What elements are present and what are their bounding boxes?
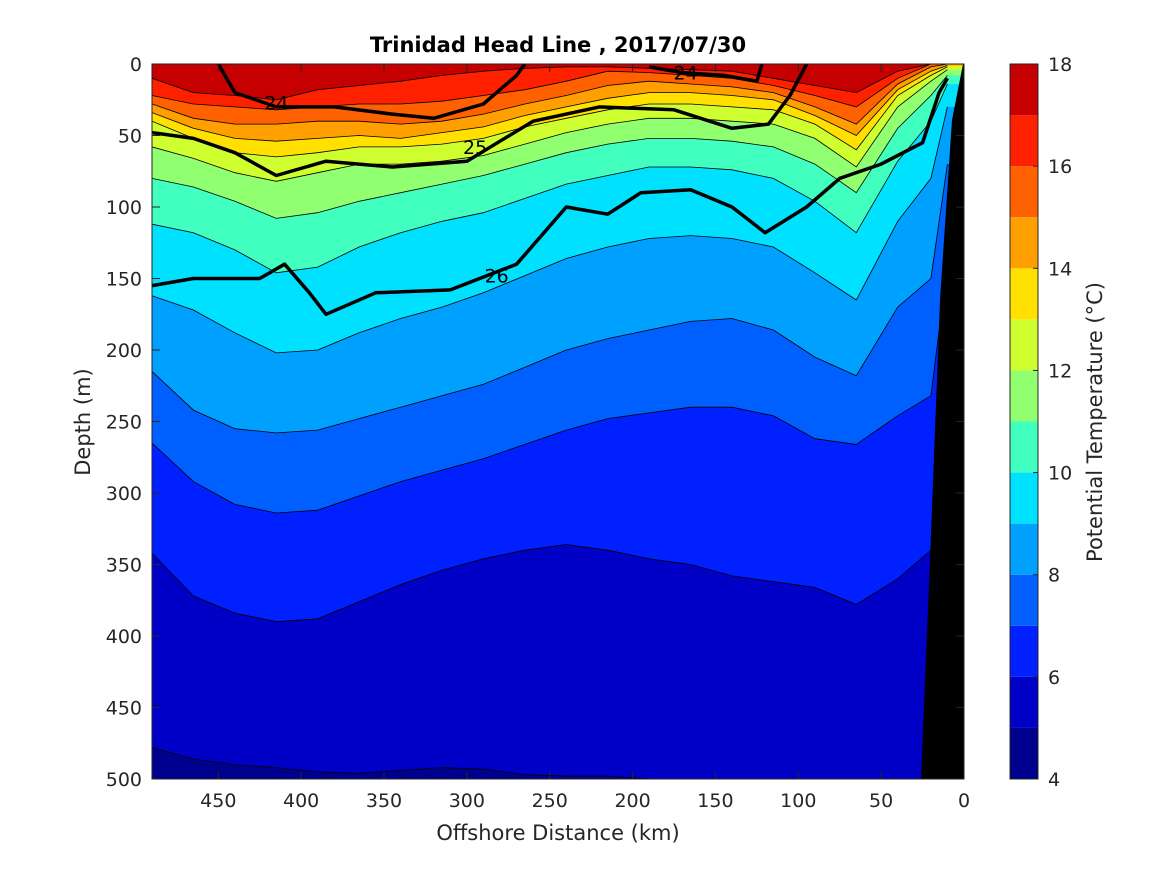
colorbar-segment bbox=[1010, 523, 1038, 575]
colorbar-tick-label: 14 bbox=[1048, 258, 1072, 280]
colorbar-segment bbox=[1010, 370, 1038, 422]
isotherm-line-6 bbox=[152, 435, 948, 623]
colorbar-segment bbox=[1010, 115, 1038, 167]
colorbar-segment bbox=[1010, 574, 1038, 626]
density-contour-25-2 bbox=[152, 64, 809, 178]
y-tick-label: 500 bbox=[106, 769, 142, 791]
colorbar-segment bbox=[1010, 64, 1038, 116]
colorbar-segment bbox=[1010, 625, 1038, 677]
plot-area bbox=[152, 64, 964, 779]
x-tick-label: 50 bbox=[869, 790, 893, 812]
x-tick-label: 200 bbox=[614, 790, 650, 812]
isotherm-line-11 bbox=[152, 75, 948, 219]
y-tick-label: 100 bbox=[106, 197, 142, 219]
colorbar-label: Potential Temperature (°C) bbox=[1083, 282, 1107, 562]
density-contours bbox=[152, 64, 949, 317]
density-contour-label: 25 bbox=[463, 137, 487, 159]
y-tick-label: 350 bbox=[106, 555, 142, 577]
colorbar-tick-label: 18 bbox=[1048, 54, 1072, 76]
x-tick-label: 150 bbox=[697, 790, 733, 812]
x-tick-label: 250 bbox=[532, 790, 568, 812]
colorbar-segment bbox=[1010, 472, 1038, 524]
colorbar-segment bbox=[1010, 676, 1038, 728]
colorbar-segment bbox=[1010, 217, 1038, 269]
x-axis-ticks: 450 400 350 300 250 200 150 100 50 0 bbox=[200, 64, 970, 812]
density-contour-label: 24 bbox=[674, 63, 698, 85]
colorbar-frame bbox=[1009, 63, 1039, 780]
y-tick-label: 200 bbox=[106, 340, 142, 362]
y-tick-label: 0 bbox=[130, 54, 142, 76]
y-tick-label: 300 bbox=[106, 483, 142, 505]
x-tick-label: 350 bbox=[366, 790, 402, 812]
y-tick-label: 250 bbox=[106, 412, 142, 434]
chart-title: Trinidad Head Line , 2017/07/30 bbox=[370, 33, 746, 57]
x-tick-label: 0 bbox=[958, 790, 970, 812]
colorbar-tick-label: 4 bbox=[1048, 769, 1060, 791]
x-tick-label: 100 bbox=[780, 790, 816, 812]
colorbar-tick-label: 10 bbox=[1048, 463, 1072, 485]
isotherm-line-12 bbox=[152, 69, 948, 182]
temperature-fills bbox=[152, 64, 964, 779]
seafloor-shelf bbox=[921, 64, 964, 779]
colorbar-ticks: 4 6 8 10 12 14 16 18 bbox=[1033, 54, 1072, 791]
isotherm-lines bbox=[152, 64, 948, 779]
colorbar-tick-label: 12 bbox=[1048, 360, 1072, 382]
temperature-band-5 bbox=[152, 435, 964, 779]
isotherm-line-13 bbox=[152, 66, 948, 158]
density-contour-label: 26 bbox=[485, 266, 509, 288]
colorbar-tick-label: 6 bbox=[1048, 667, 1060, 689]
colorbar-segment bbox=[1010, 268, 1038, 320]
isotherm-line-16 bbox=[152, 64, 948, 111]
x-tick-label: 450 bbox=[200, 790, 236, 812]
y-tick-label: 400 bbox=[106, 626, 142, 648]
density-contour-24-0 bbox=[216, 64, 527, 121]
colorbar-tick-label: 8 bbox=[1048, 565, 1060, 587]
density-contour-24-1 bbox=[648, 64, 764, 83]
y-axis-label: Depth (m) bbox=[71, 368, 95, 475]
isotherm-line-9 bbox=[152, 106, 948, 354]
x-axis-label: Offshore Distance (km) bbox=[436, 821, 679, 845]
colorbar-tick-label: 16 bbox=[1048, 156, 1072, 178]
isotherm-line-7 bbox=[152, 264, 948, 514]
temperature-band-4 bbox=[152, 747, 964, 779]
isotherm-line-5 bbox=[152, 747, 948, 779]
colorbar-segment bbox=[1010, 166, 1038, 218]
density-contour-label: 24 bbox=[264, 93, 288, 115]
y-tick-label: 150 bbox=[106, 269, 142, 291]
colorbar bbox=[1010, 64, 1038, 779]
y-tick-label: 50 bbox=[118, 126, 142, 148]
y-axis-ticks: 0 50 100 150 200 250 300 350 400 450 500 bbox=[106, 54, 964, 791]
isotherm-line-14 bbox=[152, 65, 948, 142]
isotherm-line-17 bbox=[152, 64, 948, 101]
density-contour-labels: 24 24 25 26 bbox=[264, 63, 698, 288]
isotherm-line-15 bbox=[152, 64, 948, 125]
x-tick-label: 300 bbox=[449, 790, 485, 812]
density-contour-26-3 bbox=[152, 77, 949, 317]
colorbar-segment bbox=[1010, 421, 1038, 473]
isotherm-line-8 bbox=[152, 164, 948, 434]
colorbar-segment bbox=[1010, 727, 1038, 779]
colorbar-segment bbox=[1010, 319, 1038, 371]
x-tick-label: 400 bbox=[283, 790, 319, 812]
y-tick-label: 450 bbox=[106, 698, 142, 720]
